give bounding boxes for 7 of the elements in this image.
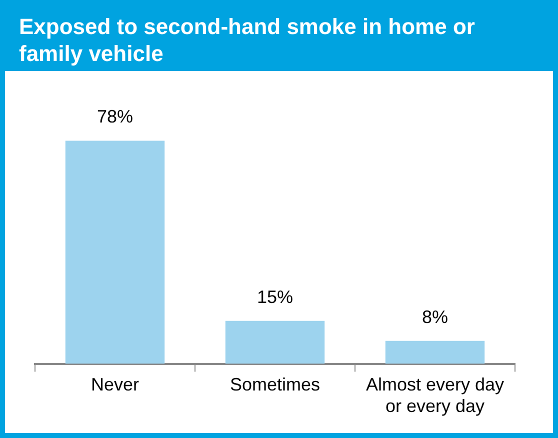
data-label: 78% — [96, 106, 134, 127]
data-label: 15% — [256, 286, 294, 307]
chart-title: Exposed to second-hand smoke in home or family vehicle — [5, 5, 553, 71]
x-tick-label: Almost every day or every day — [366, 374, 504, 416]
data-label: 8% — [422, 306, 448, 327]
x-tick-label: Never — [90, 374, 140, 395]
x-tick-label: Sometimes — [230, 374, 320, 395]
